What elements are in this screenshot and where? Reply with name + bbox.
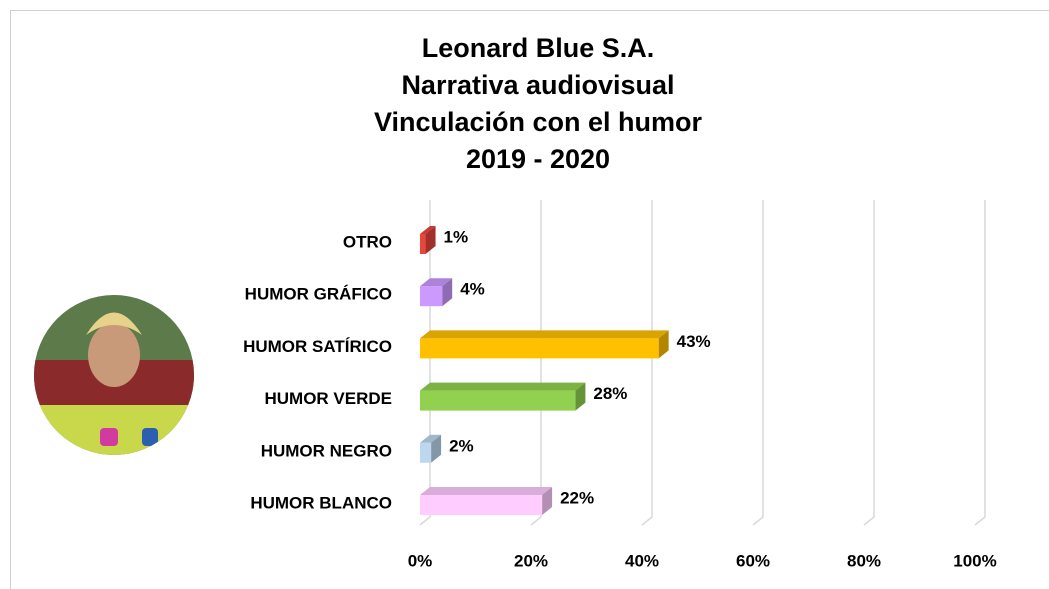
x-tick-label: 20% [514,551,548,570]
value-label: 1% [444,227,469,246]
bar-face [420,278,453,287]
bar [420,434,442,463]
bar [420,382,586,411]
bar-front [420,338,659,359]
bar-front [420,390,576,411]
bar-face [575,382,586,411]
grid-line [863,200,875,526]
bar [420,330,669,359]
x-tick-label: 40% [625,551,659,570]
bar-front [420,442,432,463]
bar [420,278,453,307]
bar-front [420,286,443,307]
x-tick-label: 60% [736,551,770,570]
bar-face [420,487,553,495]
chart-title: Vinculación con el humor [374,107,703,137]
y-tick-label: OTRO [343,232,392,251]
bar-face [442,278,453,307]
bar-face [420,226,436,234]
y-tick-label: HUMOR SATÍRICO [243,337,392,356]
profile-photo [34,295,194,455]
bar-face [420,434,442,443]
x-tick-label: 0% [408,551,433,570]
bar-face [425,226,436,254]
chart-title: 2019 - 2020 [466,144,610,174]
grid-line [530,200,542,526]
bar-face [431,434,442,463]
y-tick-label: HUMOR VERDE [264,389,392,408]
y-tick-label: HUMOR GRÁFICO [245,285,392,304]
y-tick-label: HUMOR BLANCO [250,493,392,512]
value-label: 4% [460,280,485,299]
chart-title: Leonard Blue S.A. [422,33,655,63]
chart-title: Narrativa audiovisual [401,70,674,100]
bar-front [420,495,543,515]
bar [420,487,553,515]
bar [420,226,436,254]
y-tick-label: HUMOR NEGRO [261,441,392,460]
grid-line [974,200,986,526]
value-label: 43% [677,332,711,351]
bar-face [420,330,669,339]
grid-line [752,200,764,526]
bar-front [420,234,426,254]
value-label: 2% [449,436,474,455]
x-tick-label: 100% [953,551,996,570]
bar-face [658,330,669,359]
bar-face [420,382,586,391]
value-label: 22% [560,488,594,507]
x-tick-label: 80% [847,551,881,570]
value-label: 28% [593,384,627,403]
grid-line [641,200,653,526]
bar-face [542,487,553,515]
